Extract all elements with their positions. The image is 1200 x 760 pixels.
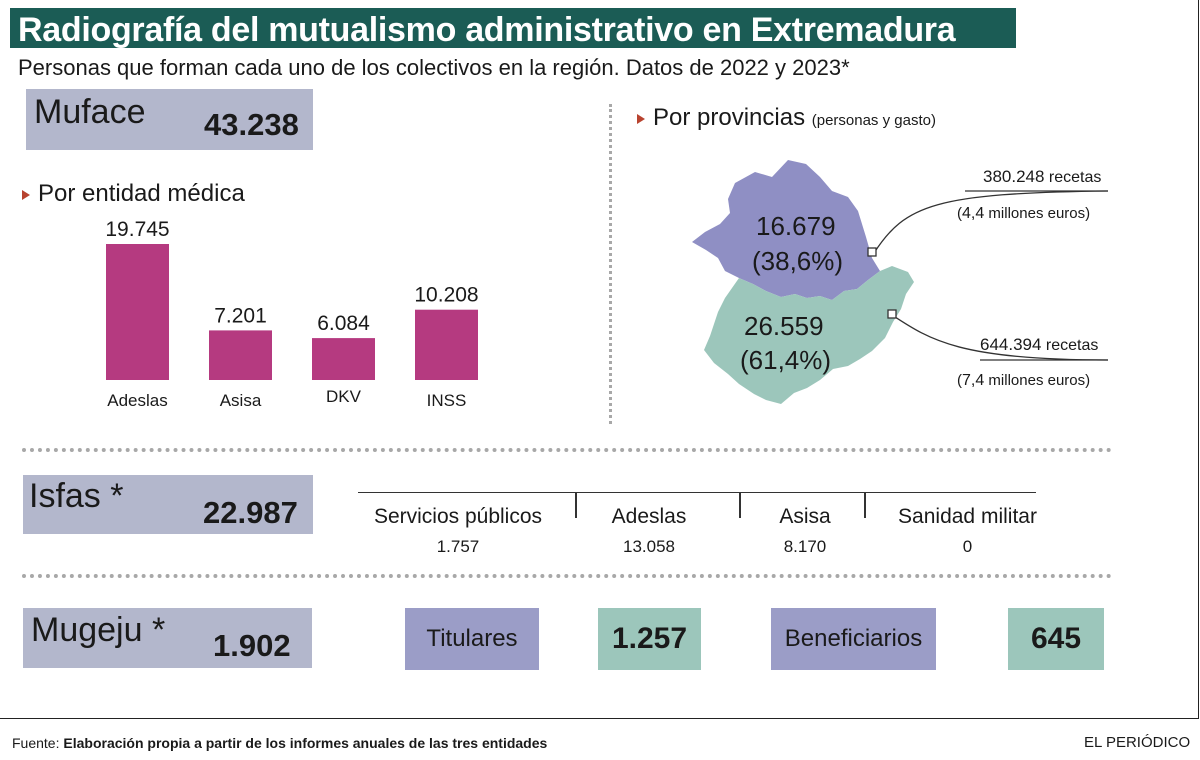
bar-value-label: 6.084 xyxy=(317,312,370,335)
badajoz-province-shape xyxy=(704,266,914,404)
isfas-tick xyxy=(575,492,577,518)
beneficiarios-value: 645 xyxy=(1030,622,1082,655)
by-entity-heading: Por entidad médica xyxy=(22,180,245,208)
isfas-column: Adeslas 13.058 xyxy=(574,505,724,557)
province2-cost: (7,4 millones euros) xyxy=(957,372,1091,389)
titulares-label-box: Titulares xyxy=(405,608,539,670)
page-title: Radiografía del mutualismo administrativ… xyxy=(18,11,956,49)
province2-value: 26.559 xyxy=(744,311,824,341)
isfas-column-value: 13.058 xyxy=(623,537,675,556)
beneficiarios-label: Beneficiarios xyxy=(784,625,923,652)
isfas-breakdown-line xyxy=(358,492,1036,493)
triangle-marker-icon xyxy=(637,113,645,124)
province2-recipes-word: recetas xyxy=(1045,337,1099,354)
isfas-column: Sanidad militar 0 xyxy=(885,505,1050,557)
isfas-column-name: Asisa xyxy=(779,505,831,528)
caceres-province-shape xyxy=(692,160,880,300)
isfas-label: Isfas * xyxy=(29,477,124,515)
province2-cost-number: 7,4 xyxy=(962,372,985,389)
source-text: Elaboración propia a partir de los infor… xyxy=(63,735,548,751)
province2-recipes-number: 644.394 xyxy=(980,335,1042,354)
triangle-marker-icon xyxy=(22,189,30,200)
province1-value: 16.679 xyxy=(756,211,836,241)
isfas-column-name: Servicios públicos xyxy=(373,505,543,528)
title-bar: Radiografía del mutualismo administrativ… xyxy=(10,8,1016,49)
bar-category-label: DKV xyxy=(326,387,362,406)
bar-value-label: 7.201 xyxy=(214,304,267,327)
bar-dkv xyxy=(312,338,375,380)
province1-cost: (4,4 millones euros) xyxy=(957,205,1091,222)
isfas-total: 22.987 xyxy=(203,495,298,530)
page-subtitle: Personas que forman cada uno de los cole… xyxy=(18,55,850,80)
isfas-box: Isfas * 22.987 xyxy=(23,475,313,534)
bar-adeslas xyxy=(106,244,169,380)
province2-recipes: 644.394 recetas xyxy=(980,335,1098,355)
divider-1 xyxy=(22,448,1112,452)
mugeju-box: Mugeju * 1.902 xyxy=(23,608,312,668)
province1-recipes-number: 380.248 xyxy=(983,167,1045,186)
muface-box: Muface 43.238 xyxy=(26,89,313,150)
by-province-note: (personas y gasto) xyxy=(811,112,936,129)
isfas-tick xyxy=(739,492,741,518)
isfas-column-value: 0 xyxy=(962,537,973,556)
province2-share: (61,4%) xyxy=(740,345,832,375)
isfas-column-value: 8.170 xyxy=(783,537,827,556)
muface-total: 43.238 xyxy=(204,107,299,142)
extremadura-map xyxy=(692,160,914,404)
vertical-divider xyxy=(609,104,612,424)
titulares-value: 1.257 xyxy=(611,622,688,655)
by-entity-title: Por entidad médica xyxy=(38,180,245,207)
entity-bar-chart: 19.745 Adeslas 7.201 Asisa 6.084 DKV 10.208 INS… xyxy=(105,218,478,410)
province1-cost-number: 4,4 xyxy=(962,205,985,222)
brand-logo: EL PERIÓDICO xyxy=(1084,734,1191,751)
isfas-column-name: Adeslas xyxy=(611,505,687,528)
isfas-column-value: 1.757 xyxy=(436,537,480,556)
beneficiarios-value-box: 645 xyxy=(1008,608,1104,670)
mugeju-total: 1.902 xyxy=(213,628,291,663)
isfas-column: Servicios públicos 1.757 xyxy=(358,505,558,557)
bar-category-label: INSS xyxy=(427,391,467,410)
by-province-heading: Por provincias (personas y gasto) xyxy=(637,104,936,132)
graphic-frame xyxy=(0,0,1199,719)
province1-cost-unit: millones euros xyxy=(988,205,1086,222)
titulares-label: Titulares xyxy=(426,625,518,652)
province1-recipes-word: recetas xyxy=(1048,169,1102,186)
divider-2 xyxy=(22,574,1112,578)
province1-share: (38,6%) xyxy=(752,246,844,276)
province2-cost-unit: millones euros xyxy=(988,372,1086,389)
bar-value-label: 10.208 xyxy=(414,284,478,307)
by-province-title: Por provincias xyxy=(653,104,806,131)
bar-value-label: 19.745 xyxy=(105,218,169,241)
bar-category-label: Adeslas xyxy=(107,391,167,410)
source-label: Fuente: xyxy=(12,735,60,751)
isfas-column: Asisa 8.170 xyxy=(745,505,865,557)
titulares-value-box: 1.257 xyxy=(598,608,701,670)
bar-category-label: Asisa xyxy=(220,391,262,410)
muface-label: Muface xyxy=(34,93,146,131)
isfas-tick xyxy=(864,492,866,518)
bar-asisa xyxy=(209,330,272,380)
mugeju-label: Mugeju * xyxy=(31,611,166,649)
isfas-column-name: Sanidad militar xyxy=(898,505,1037,528)
source-note: Fuente: Elaboración propia a partir de l… xyxy=(12,735,547,751)
bar-inss xyxy=(415,309,478,380)
province1-recipes: 380.248 recetas xyxy=(983,167,1101,187)
beneficiarios-label-box: Beneficiarios xyxy=(771,608,936,670)
